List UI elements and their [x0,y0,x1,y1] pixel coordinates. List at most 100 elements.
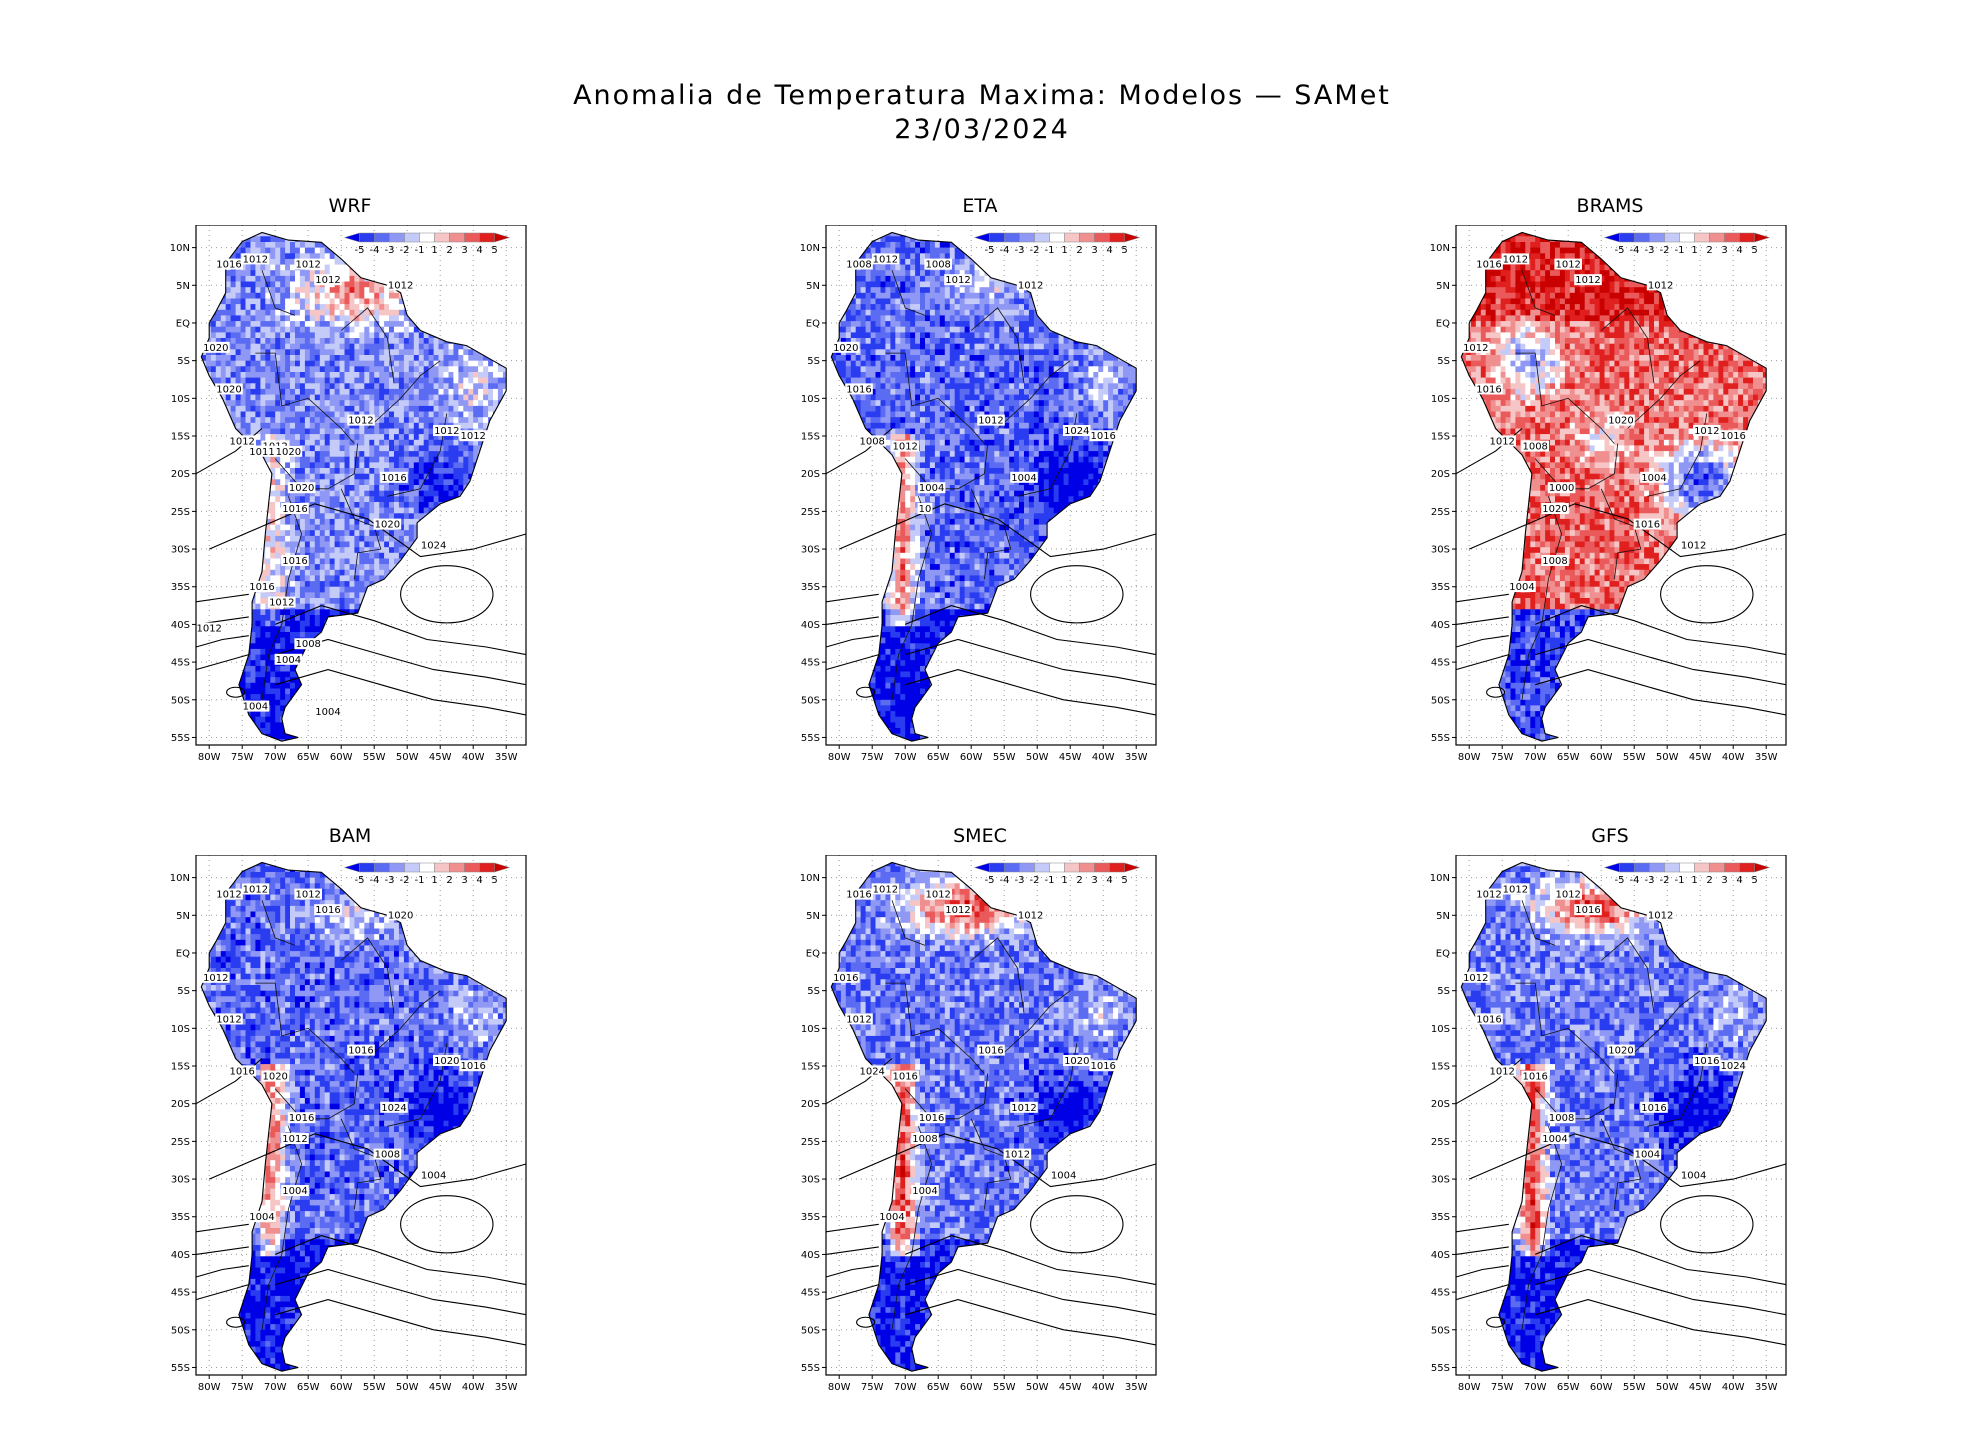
anomaly-cell [245,422,251,430]
anomaly-cell [319,343,326,350]
anomaly-cell [374,462,380,469]
anomaly-cell [433,451,440,458]
anomaly-cell [413,513,420,520]
anomaly-cell [369,462,375,469]
anomaly-cell [314,598,321,605]
anomaly-cell [245,242,251,249]
anomaly-cell [329,456,336,463]
anomaly-cell [354,309,360,317]
anomaly-cell [314,586,321,593]
anomaly-cell [389,530,395,537]
anomaly-cell [324,513,331,520]
anomaly-cell [260,388,266,396]
anomaly-cell [473,366,479,373]
anomaly-cell [290,304,296,311]
anomaly-cell [270,394,276,401]
anomaly-cell [364,502,370,509]
anomaly-cell [210,355,217,362]
anomaly-cell [478,400,484,407]
anomaly-cell [255,326,261,333]
anomaly-cell [324,332,331,339]
anomaly-cell [304,632,311,639]
anomaly-cell [314,292,321,300]
anomaly-cell [359,388,365,396]
anomaly-cell [379,468,385,475]
anomaly-cell [299,451,306,458]
anomaly-cell [453,456,459,463]
anomaly-cell [418,377,425,384]
anomaly-cell [334,366,341,373]
anomaly-cell [384,405,390,413]
anomaly-cell [483,388,489,396]
anomaly-cell [334,270,341,277]
anomaly-cell [235,309,242,317]
anomaly-cell [309,417,316,424]
anomaly-cell [245,343,251,350]
anomaly-cell [379,304,385,311]
anomaly-cell [344,377,350,384]
anomaly-cell [304,377,311,384]
anomaly-cell [354,507,360,514]
anomaly-cell [354,564,360,571]
anomaly-cell [230,292,237,300]
anomaly-cell [413,338,420,345]
anomaly-cell [453,462,459,469]
anomaly-cell [265,242,271,249]
anomaly-cell [369,507,375,514]
anomaly-cell [225,315,232,322]
anomaly-cell [359,434,365,441]
anomaly-cell [230,366,237,373]
anomaly-cell [270,552,276,560]
anomaly-cell [334,541,341,548]
anomaly-cell [255,247,261,254]
anomaly-cell [255,332,261,339]
anomaly-cell [260,569,266,577]
anomaly-cell [270,428,276,435]
anomaly-cell [339,445,346,452]
anomaly-cell [413,524,420,531]
anomaly-cell [304,360,311,367]
anomaly-cell [339,428,346,435]
anomaly-cell [418,332,425,339]
anomaly-cell [270,236,276,243]
anomaly-cell [260,400,266,407]
anomaly-cell [349,479,355,486]
anomaly-cell [413,428,420,435]
anomaly-cell [334,592,341,599]
anomaly-cell [334,547,341,554]
anomaly-cell [349,281,355,288]
anomaly-cell [354,326,360,333]
anomaly-cell [265,343,271,350]
anomaly-cell [280,343,286,350]
anomaly-cell [394,530,400,537]
anomaly-cell [280,575,286,582]
anomaly-cell [369,326,375,333]
anomaly-cell [453,411,459,418]
anomaly-cell [339,417,346,424]
anomaly-cell [443,496,449,503]
anomaly-cell [304,524,311,531]
anomaly-cell [210,372,217,379]
anomaly-cell [295,547,301,554]
anomaly-cell [438,355,444,362]
anomaly-cell [304,422,311,430]
anomaly-cell [398,377,405,384]
anomaly-cell [384,513,390,520]
anomaly-cell [270,366,276,373]
anomaly-cell [295,575,301,582]
anomaly-cell [280,496,286,503]
anomaly-cell [275,490,281,497]
anomaly-cell [379,321,385,328]
anomaly-cell [255,366,261,373]
anomaly-cell [319,287,326,294]
anomaly-cell [493,394,499,401]
anomaly-cell [413,462,420,469]
anomaly-cell [275,411,281,418]
anomaly-cell [483,417,489,424]
anomaly-cell [324,445,331,452]
anomaly-cell [334,456,341,463]
anomaly-cell [488,366,494,373]
anomaly-cell [304,530,311,537]
anomaly-cell [344,456,350,463]
anomaly-cell [295,315,301,322]
